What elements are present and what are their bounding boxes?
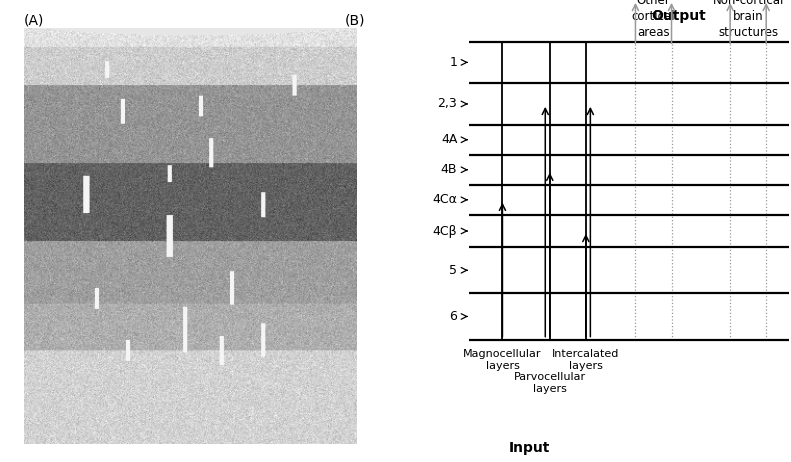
Text: 4Cβ: 4Cβ: [433, 225, 457, 237]
Text: 5: 5: [449, 264, 457, 277]
Text: Other
cortical
areas: Other cortical areas: [632, 0, 676, 39]
Text: Input: Input: [509, 441, 551, 455]
Text: 4A: 4A: [441, 133, 457, 146]
Text: 1: 1: [449, 56, 457, 69]
Text: Non-cortical
brain
structures: Non-cortical brain structures: [713, 0, 784, 39]
Text: Magnocellular
layers: Magnocellular layers: [464, 349, 542, 371]
Text: (B): (B): [345, 14, 365, 28]
Text: Parvocellular
layers: Parvocellular layers: [513, 372, 586, 394]
Text: 4Cα: 4Cα: [433, 193, 457, 207]
Text: Output: Output: [651, 9, 706, 23]
Text: 4B: 4B: [441, 163, 457, 176]
Text: 2,3: 2,3: [437, 97, 457, 110]
Text: (A): (A): [24, 14, 44, 28]
Text: Intercalated
layers: Intercalated layers: [552, 349, 619, 371]
Text: 6: 6: [449, 310, 457, 323]
